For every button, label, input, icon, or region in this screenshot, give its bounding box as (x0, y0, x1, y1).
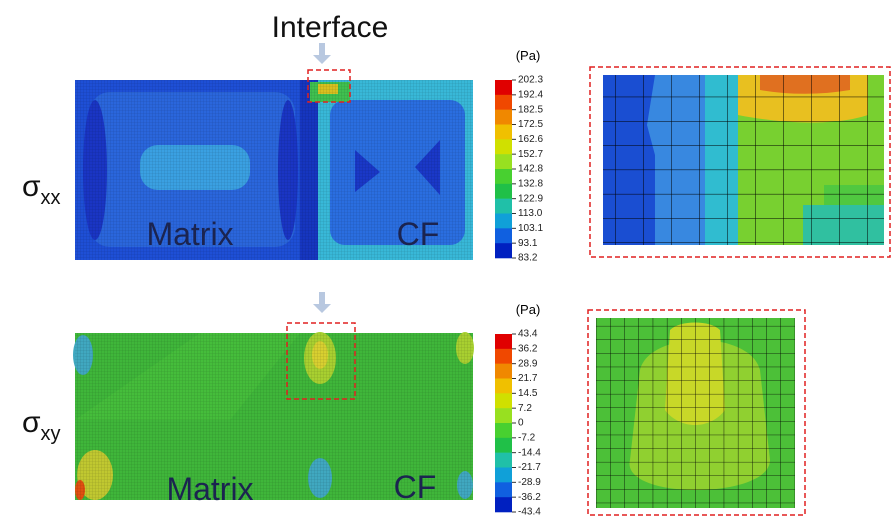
colorbar-swatch (495, 482, 512, 498)
region-label: CF (397, 216, 440, 252)
sxx-contour (75, 69, 473, 260)
colorbar-swatch (495, 169, 512, 185)
colorbar-swatch (495, 124, 512, 140)
colorbar-swatch (495, 109, 512, 125)
arrow (313, 43, 331, 313)
colorbar-swatch (495, 94, 512, 110)
colorbar-swatch (495, 183, 512, 199)
colorbar-label: 43.4 (518, 329, 538, 340)
colorbar-swatch (495, 378, 512, 394)
symbol: σ (22, 406, 41, 439)
colorbar-label: 21.7 (518, 373, 538, 384)
colorbar-swatch (495, 363, 512, 379)
colorbar-label: -14.4 (518, 447, 541, 458)
sxy-contour (73, 322, 474, 500)
colorbar-label: 103.1 (518, 223, 543, 234)
row-label: σxx (22, 170, 61, 209)
colorbar-label: -7.2 (518, 432, 536, 443)
region-label: CF (394, 469, 437, 505)
row-label: σxy (22, 406, 61, 445)
colorbar-label: -21.7 (518, 462, 541, 473)
colorbar-swatch (495, 393, 512, 409)
colorbar-label: 152.7 (518, 149, 543, 160)
colorbar-swatch (495, 348, 512, 364)
colorbar-label: 113.0 (518, 208, 543, 219)
colorbar-label: 14.5 (518, 388, 538, 399)
colorbar-label: 182.5 (518, 104, 543, 115)
colorbar-label: -36.2 (518, 492, 541, 503)
colorbar-swatch (495, 198, 512, 214)
symbol: σ (22, 170, 41, 203)
interface-title: Interface (272, 11, 389, 44)
colorbar-swatch (495, 452, 512, 468)
unit: (Pa) (516, 48, 541, 63)
colorbar-label: 7.2 (518, 403, 532, 414)
colorbar-swatch (495, 334, 512, 350)
colorbar-swatch (495, 139, 512, 155)
colorbar-label: 162.6 (518, 134, 543, 145)
region-label: Matrix (146, 216, 233, 252)
colorbar-swatch (495, 154, 512, 170)
colorbar-label: 36.2 (518, 343, 538, 354)
colorbar-swatch (495, 497, 512, 513)
subscript: xx (41, 187, 61, 209)
colorbar-label: -28.9 (518, 477, 541, 488)
colorbar-label: 28.9 (518, 358, 538, 369)
colorbar-label: 93.1 (518, 238, 538, 249)
subscript: xy (41, 423, 61, 445)
colorbar-label: 122.9 (518, 193, 543, 204)
region-label: Matrix (166, 471, 253, 507)
colorbar-label: 202.3 (518, 75, 543, 86)
colorbar-label: -43.4 (518, 507, 541, 518)
colorbar-swatch (495, 80, 512, 96)
colorbar-swatch (495, 228, 512, 244)
colorbar-swatch (495, 408, 512, 424)
colorbar-label: 192.4 (518, 89, 543, 100)
colorbar-swatch (495, 467, 512, 483)
colorbar-label: 132.8 (518, 178, 543, 189)
colorbar-label: 142.8 (518, 164, 543, 175)
unit: (Pa) (516, 302, 541, 317)
colorbar-label: 172.5 (518, 119, 543, 130)
colorbar-swatch (495, 423, 512, 439)
colorbar-swatch (495, 213, 512, 229)
colorbar-swatch (495, 243, 512, 259)
colorbar-swatch (495, 437, 512, 453)
sxx-zoom (589, 66, 891, 258)
sxy-zoom (587, 309, 806, 516)
colorbar-label: 0 (518, 418, 524, 429)
colorbar-label: 83.2 (518, 253, 538, 264)
